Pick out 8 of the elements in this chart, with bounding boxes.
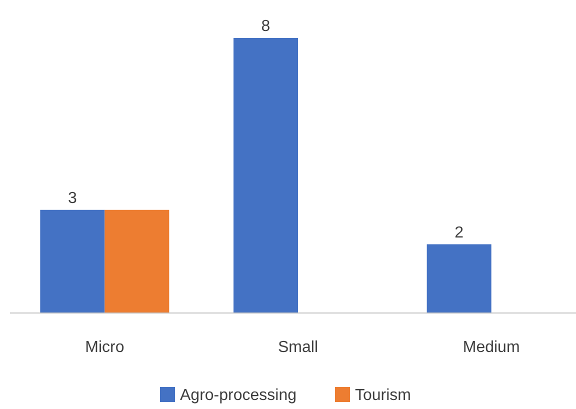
x-tick-label: Micro — [85, 339, 124, 356]
legend-label: Agro-processing — [180, 387, 296, 404]
data-label: 3 — [68, 190, 77, 207]
legend-label: Tourism — [355, 387, 412, 404]
data-label: 8 — [261, 18, 270, 35]
x-tick-label: Small — [278, 339, 318, 356]
x-tick-label: Medium — [462, 339, 520, 356]
data-label: 2 — [454, 224, 464, 242]
